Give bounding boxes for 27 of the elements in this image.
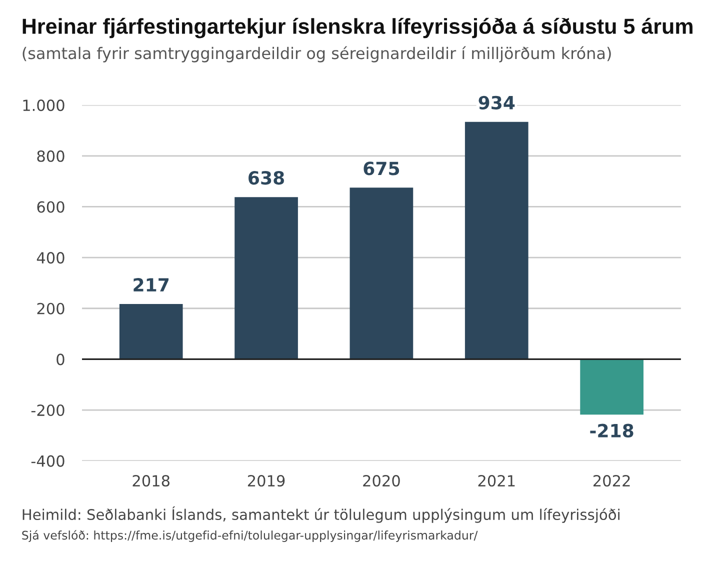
x-tick-label: 2018 xyxy=(132,475,170,487)
bar xyxy=(119,304,183,360)
x-tick-label: 2021 xyxy=(478,475,515,487)
data-label: 638 xyxy=(248,171,284,185)
y-tick-label: 800 xyxy=(37,150,64,162)
y-tick-label: -200 xyxy=(31,404,64,416)
y-tick-label: 1.000 xyxy=(23,100,64,112)
y-tick-label: 0 xyxy=(56,354,64,366)
bar xyxy=(464,122,528,360)
text: Heimild: Seðlabanki Íslands, samantekt úr tölulegum upplýsingum um lífeyrissjóði xyxy=(22,506,620,523)
y-tick-label: 600 xyxy=(37,201,64,213)
data-label: 934 xyxy=(478,96,515,110)
y-tick-label: -400 xyxy=(31,455,64,467)
text: Sjá vefslóð: https://fme.is/utgefid-efni/tolulegar-upplysingar/lifeyrismarkadur/ xyxy=(22,530,478,542)
bar xyxy=(234,197,298,360)
chart-subtitle: (samtala fyrir samtryggingardeildir og séreignardeildir í milljörðum króna) xyxy=(22,46,611,62)
x-tick-label: 2019 xyxy=(248,475,285,487)
chart-title: Hreinar fjárfestingartekjur íslenskra lífeyrissjóða á síðustu 5 árum xyxy=(22,18,692,38)
bar xyxy=(580,359,644,415)
data-label: -218 xyxy=(590,424,634,438)
x-tick-label: 2022 xyxy=(593,475,630,487)
data-label: 675 xyxy=(364,162,400,176)
y-tick-label: 200 xyxy=(37,302,64,314)
data-label: 217 xyxy=(134,278,169,292)
bar xyxy=(350,188,414,360)
y-tick-label: 400 xyxy=(36,252,64,264)
x-tick-label: 2020 xyxy=(363,475,400,487)
